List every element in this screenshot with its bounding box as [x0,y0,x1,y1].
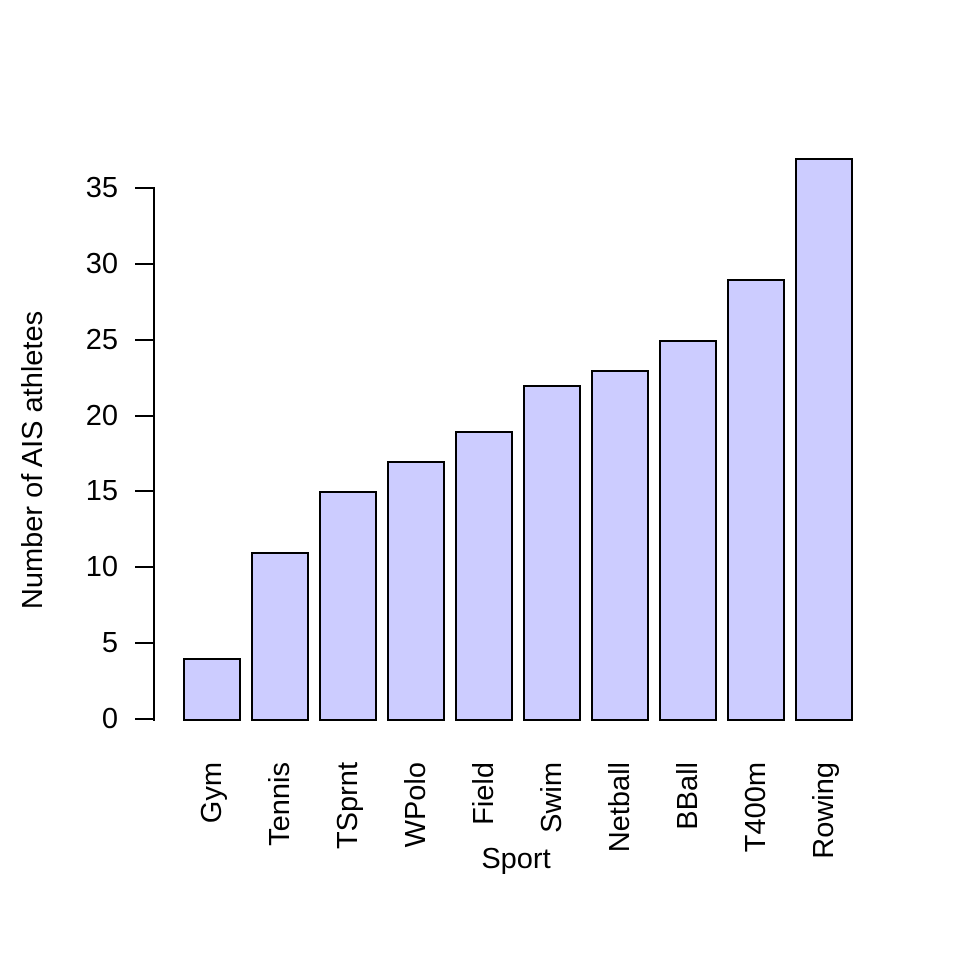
bar [387,461,445,721]
y-axis-line [153,187,155,721]
y-tick [135,187,155,189]
y-tick [135,339,155,341]
bar [523,385,581,721]
y-tick-label: 10 [85,551,118,583]
y-tick [135,566,155,568]
y-tick-label: 30 [85,248,118,280]
x-category-label: Field [468,762,500,825]
bar [455,431,513,721]
bar [183,658,241,721]
y-tick-label: 25 [85,324,118,356]
y-tick-label: 15 [85,475,118,507]
y-tick [135,718,155,720]
x-category-label: BBall [672,762,704,830]
x-category-label: Rowing [808,762,840,859]
bar [251,552,309,721]
bar [659,340,717,721]
y-tick-label: 35 [85,172,118,204]
y-tick-label: 20 [85,400,118,432]
y-tick-label: 0 [101,703,118,735]
bar [795,158,853,721]
x-category-label: Netball [604,762,636,853]
bar [727,279,785,721]
y-tick [135,490,155,492]
bar [319,491,377,721]
x-category-label: Gym [196,762,228,824]
x-category-label: WPolo [400,762,432,848]
x-axis-title: Sport [481,843,551,875]
y-tick [135,415,155,417]
bar [591,370,649,721]
x-category-label: Tennis [264,762,296,846]
y-tick [135,642,155,644]
x-category-label: Swim [536,762,568,833]
x-category-label: T400m [740,762,772,853]
x-category-label: TSprnt [332,762,364,850]
y-tick [135,263,155,265]
y-tick-label: 5 [101,627,118,659]
